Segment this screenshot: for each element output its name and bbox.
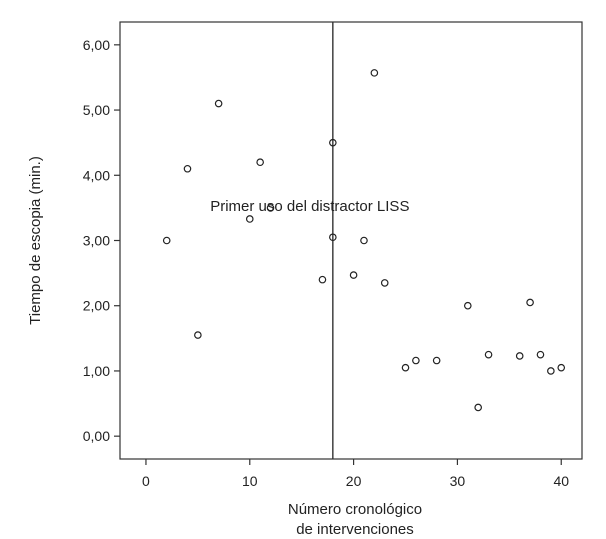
x-tick-label: 10 [242,473,258,489]
y-tick-label: 5,00 [83,102,110,118]
y-axis: 0,00 1,00 2,00 3,00 4,00 5,00 6,00 [83,37,120,444]
x-tick-label: 0 [142,473,150,489]
y-tick-label: 0,00 [83,428,110,444]
data-point [266,204,275,212]
data-point [557,363,566,372]
data-point [318,275,327,284]
data-point [370,69,379,77]
y-tick-label: 6,00 [83,37,110,53]
y-axis-label: Tiempo de escopia (min.) [27,156,44,325]
x-tick-label: 30 [450,473,466,489]
data-point [412,356,420,365]
data-point [463,301,472,310]
data-point [194,331,202,339]
y-tick-label: 1,00 [83,363,110,379]
data-point [536,350,545,359]
data-point [245,215,254,223]
data-point [401,363,410,372]
x-axis-label-line-2: de intervenciones [296,521,414,538]
data-point [484,350,493,359]
data-point [380,279,389,287]
data-point [329,233,337,242]
y-tick-label: 4,00 [83,167,110,183]
x-tick-label: 40 [553,473,569,489]
data-point [515,352,524,360]
data-point [329,138,337,147]
data-point [256,158,264,167]
data-point [526,298,534,307]
x-axis-label-line-1: Número cronológico [288,501,422,518]
data-point [547,367,555,375]
reference-line-label: Primer uso del distractor LISS [210,198,409,215]
data-point [214,99,223,108]
x-tick-label: 20 [346,473,362,489]
plot-frame [119,21,583,460]
data-point [183,164,192,173]
data-point [432,356,441,365]
y-tick-label: 3,00 [83,233,110,249]
data-points [162,69,566,412]
x-axis: 0 10 20 30 40 [142,459,569,489]
y-tick-label: 2,00 [83,298,110,314]
data-point [474,403,482,412]
data-point [349,271,358,279]
data-point [162,236,171,245]
data-point [360,236,368,245]
